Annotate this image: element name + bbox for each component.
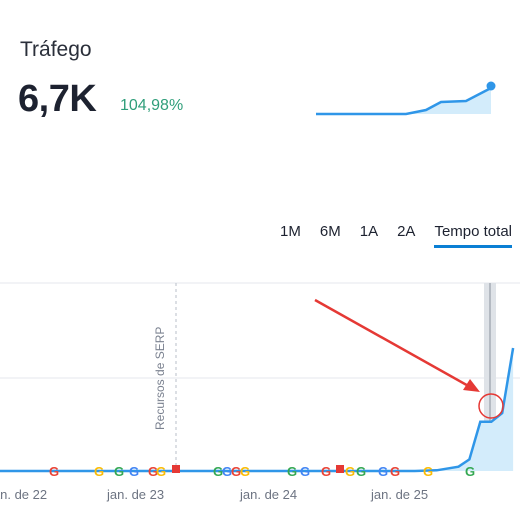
flag-marker-icon[interactable] [336, 465, 344, 473]
google-update-icon[interactable]: G [378, 464, 388, 479]
sparkline-line [316, 86, 492, 116]
google-update-icon[interactable]: G [94, 464, 104, 479]
annotation-circle [478, 393, 504, 419]
x-tick-2: jan. de 24 [239, 487, 297, 502]
metric-change: 104,98% [120, 97, 184, 114]
flag-marker-icon[interactable] [172, 465, 180, 473]
sparkline-end-dot [486, 81, 496, 91]
google-update-icon[interactable]: G [423, 464, 433, 479]
metric-label: Tráfego [20, 38, 92, 61]
google-update-icon[interactable]: G [148, 464, 158, 479]
annotation-arrow-head [463, 379, 480, 392]
google-update-icon[interactable]: G [222, 464, 232, 479]
google-update-icon[interactable]: G [300, 464, 310, 479]
sparkline [316, 81, 496, 116]
tab-6m[interactable]: 6M [319, 223, 341, 240]
x-tick-0: jan. de 22 [0, 487, 47, 502]
tab-2a[interactable]: 2A [397, 223, 416, 240]
google-update-icon[interactable]: G [231, 464, 241, 479]
sparkline-area [316, 88, 491, 114]
x-tick-1: jan. de 23 [106, 487, 164, 502]
area-fill [0, 348, 514, 471]
google-update-icon[interactable]: G [156, 464, 166, 479]
google-update-icon[interactable]: G [390, 464, 400, 479]
tab-total[interactable]: Tempo total [434, 223, 512, 248]
google-update-icon[interactable]: G [356, 464, 366, 479]
metric-value: 6,7K [18, 78, 97, 120]
annotation-arrow [314, 298, 473, 390]
range-tabs: 1M 6M 1A 2A Tempo total [280, 223, 512, 248]
google-update-icon[interactable]: G [321, 464, 331, 479]
google-update-icon[interactable]: G [287, 464, 297, 479]
google-update-icon[interactable]: G [240, 464, 250, 479]
google-update-icon[interactable]: G [114, 464, 124, 479]
area-line [0, 347, 515, 473]
google-update-icon[interactable]: G [465, 464, 475, 479]
x-tick-3: jan. de 25 [370, 487, 428, 502]
annotation-label: Recursos de SERP [153, 327, 167, 430]
google-update-icon[interactable]: G [49, 464, 59, 479]
google-update-icon[interactable]: G [345, 464, 355, 479]
google-update-icon[interactable]: G [129, 464, 139, 479]
tab-1a[interactable]: 1A [359, 223, 379, 240]
google-update-icon[interactable]: G [213, 464, 223, 479]
tab-1m[interactable]: 1M [280, 223, 301, 240]
